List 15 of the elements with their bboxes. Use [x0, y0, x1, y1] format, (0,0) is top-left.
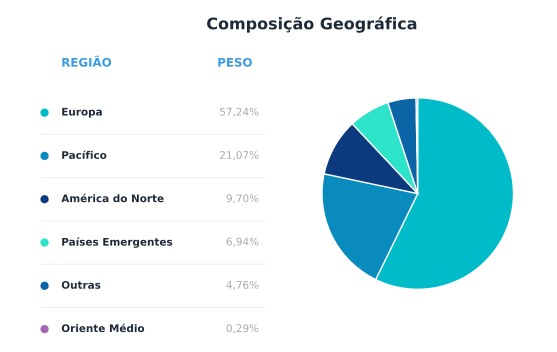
legend-label: Outras [62, 280, 100, 289]
data-label: 21,07% [220, 151, 258, 160]
chart-title: Composição Geográfica [207, 16, 416, 33]
legend-label: Pacífico [62, 150, 106, 159]
text: REGIÃO [62, 56, 112, 67]
data-label: 57,24% [220, 108, 258, 117]
legend-label: Europa [62, 108, 102, 118]
legend-label: Países Emergentes [62, 237, 172, 248]
legend-label: Oriente Médio [62, 324, 144, 332]
data-label: 9,70% [226, 194, 258, 204]
data-label: 4,76% [226, 280, 258, 290]
legend-label: América do Norte [61, 194, 164, 202]
data-label: 0,29% [226, 324, 258, 334]
data-label: 6,94% [226, 238, 258, 247]
text: PESO [218, 58, 252, 67]
